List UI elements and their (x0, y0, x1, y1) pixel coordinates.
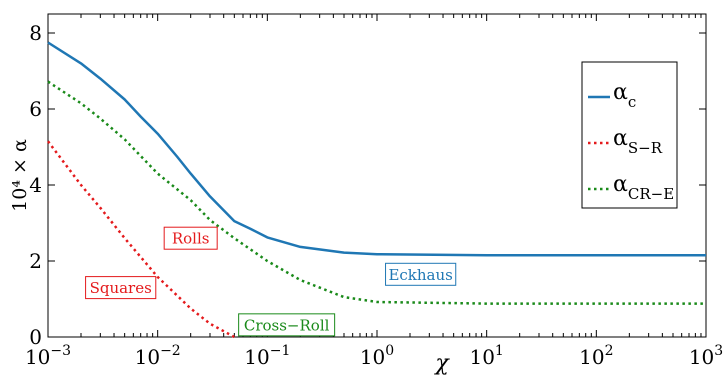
annotation-box (85, 276, 157, 300)
annotation-box (163, 226, 218, 250)
x-tick-label: 103 (689, 343, 723, 369)
annotation-label: Squares (90, 279, 152, 297)
x-tick-label: 10−3 (25, 343, 71, 369)
legend-box (581, 61, 678, 209)
y-axis-label: 10⁴ × α (9, 139, 31, 212)
legend-label-3: αCR−E (613, 172, 674, 203)
x-tick-label: 100 (360, 343, 394, 369)
y-tick-label: 4 (29, 173, 42, 197)
legend-label-1: αc (613, 80, 636, 111)
annotation-1: Rolls (163, 226, 218, 250)
annotation-label: Cross−Roll (244, 316, 330, 334)
x-axis-label: χ (433, 351, 450, 376)
annotation-4: Eckhaus (385, 262, 457, 286)
legend: αc αS−R αCR−E (581, 61, 678, 209)
annotation-label: Rolls (172, 230, 210, 248)
y-tick-label: 8 (29, 21, 42, 45)
annotation-box (238, 313, 336, 337)
y-tick-label: 2 (29, 249, 42, 273)
x-tick-label: 102 (579, 343, 613, 369)
y-tick-label: 0 (29, 325, 42, 349)
series-line-2 (47, 140, 235, 339)
annotation-3: Cross−Roll (238, 313, 336, 337)
legend-label-2: αS−R (613, 126, 663, 157)
x-tick-label: 101 (469, 343, 503, 369)
x-tick-label: 10−1 (244, 343, 290, 369)
annotation-label: Eckhaus (388, 266, 452, 284)
series-line-3 (47, 80, 706, 305)
series-group (47, 41, 706, 339)
annotation-2: Squares (85, 276, 157, 300)
annotation-box (385, 262, 457, 286)
annotations: Rolls Squares Cross−Roll Eckhaus (85, 226, 457, 337)
y-tick-label: 6 (29, 97, 42, 121)
ticks: 10−3 10−2 10−1 100 101 102 103 0 2 4 6 8 (25, 14, 723, 369)
axis-labels: χ 10⁴ × α (9, 139, 450, 376)
x-tick-label: 10−2 (135, 343, 181, 369)
series-line-1 (47, 41, 706, 257)
